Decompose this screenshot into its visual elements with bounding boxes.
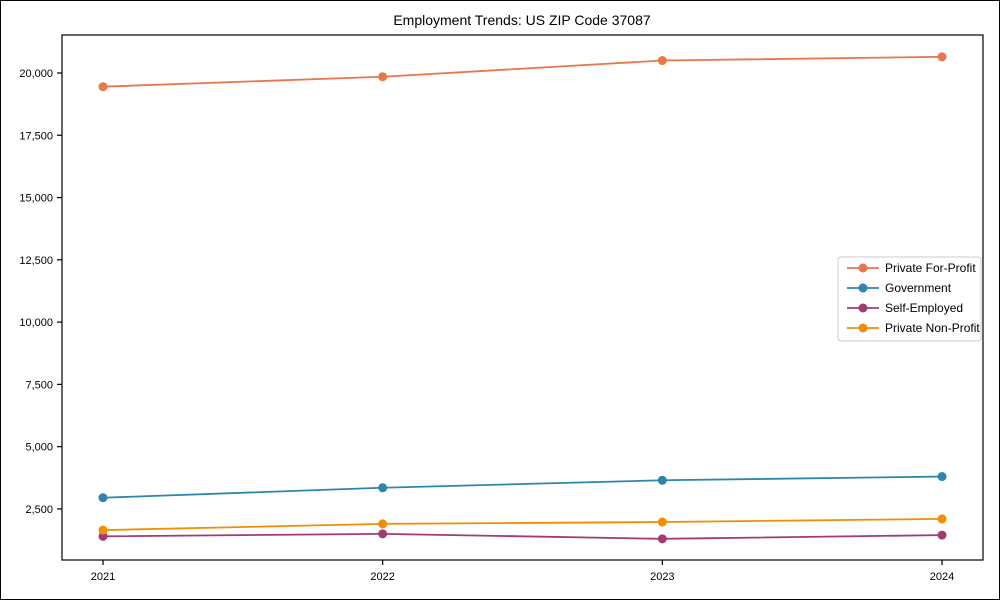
marker-government-2022 bbox=[378, 483, 388, 493]
y-tick-label: 12,500 bbox=[19, 255, 53, 267]
x-tick-label-2021: 2021 bbox=[91, 571, 115, 583]
legend-marker-private-for-profit bbox=[858, 263, 868, 273]
legend-marker-government bbox=[858, 283, 868, 293]
series-line-government bbox=[102, 475, 943, 499]
y-tick-label: 17,500 bbox=[19, 130, 53, 142]
marker-government-2023 bbox=[657, 475, 667, 485]
marker-private-non-profit-2023 bbox=[657, 517, 667, 527]
legend-label-private-non-profit: Private Non-Profit bbox=[885, 321, 980, 335]
marker-private-for-profit-2023 bbox=[657, 56, 667, 66]
series-line-self-employed bbox=[102, 532, 943, 540]
axes-frame bbox=[61, 34, 984, 561]
marker-self-employed-2022 bbox=[378, 529, 388, 539]
marker-government-2021 bbox=[98, 493, 108, 503]
marker-private-for-profit-2024 bbox=[937, 52, 947, 62]
marker-private-for-profit-2021 bbox=[98, 82, 108, 92]
marker-government-2024 bbox=[937, 472, 947, 482]
legend-box bbox=[837, 256, 982, 342]
series-line-private-non-profit bbox=[102, 517, 943, 532]
marker-private-non-profit-2022 bbox=[378, 519, 388, 529]
marker-self-employed-2021 bbox=[98, 531, 108, 541]
series-line-private-for-profit bbox=[102, 55, 943, 88]
marker-self-employed-2023 bbox=[657, 534, 667, 544]
x-tick-label-2024: 2024 bbox=[930, 571, 954, 583]
marker-private-non-profit-2021 bbox=[98, 525, 108, 535]
legend-marker-private-non-profit bbox=[858, 323, 868, 333]
legend-label-government: Government bbox=[885, 281, 952, 295]
plot-area: 2,500 5,000 7,500 10,000 12,500 15,000 17,500 2… bbox=[19, 34, 984, 583]
marker-self-employed-2024 bbox=[937, 530, 947, 540]
legend-label-self-employed: Self-Employed bbox=[885, 301, 963, 315]
x-tick-label-2023: 2023 bbox=[650, 571, 674, 583]
chart-title: Employment Trends: US ZIP Code 37087 bbox=[393, 12, 651, 28]
legend-marker-self-employed bbox=[858, 303, 868, 313]
y-tick-label: 7,500 bbox=[25, 379, 53, 391]
y-tick-label: 15,000 bbox=[19, 193, 53, 205]
y-tick-label: 2,500 bbox=[25, 504, 53, 516]
legend-label-private-for-profit: Private For-Profit bbox=[885, 261, 976, 275]
marker-private-for-profit-2022 bbox=[378, 72, 388, 82]
y-tick-label: 5,000 bbox=[25, 442, 53, 454]
y-tick-label: 20,000 bbox=[19, 68, 53, 80]
y-tick-label: 10,000 bbox=[19, 317, 53, 329]
x-tick-label-2022: 2022 bbox=[370, 571, 394, 583]
marker-private-non-profit-2024 bbox=[937, 514, 947, 524]
